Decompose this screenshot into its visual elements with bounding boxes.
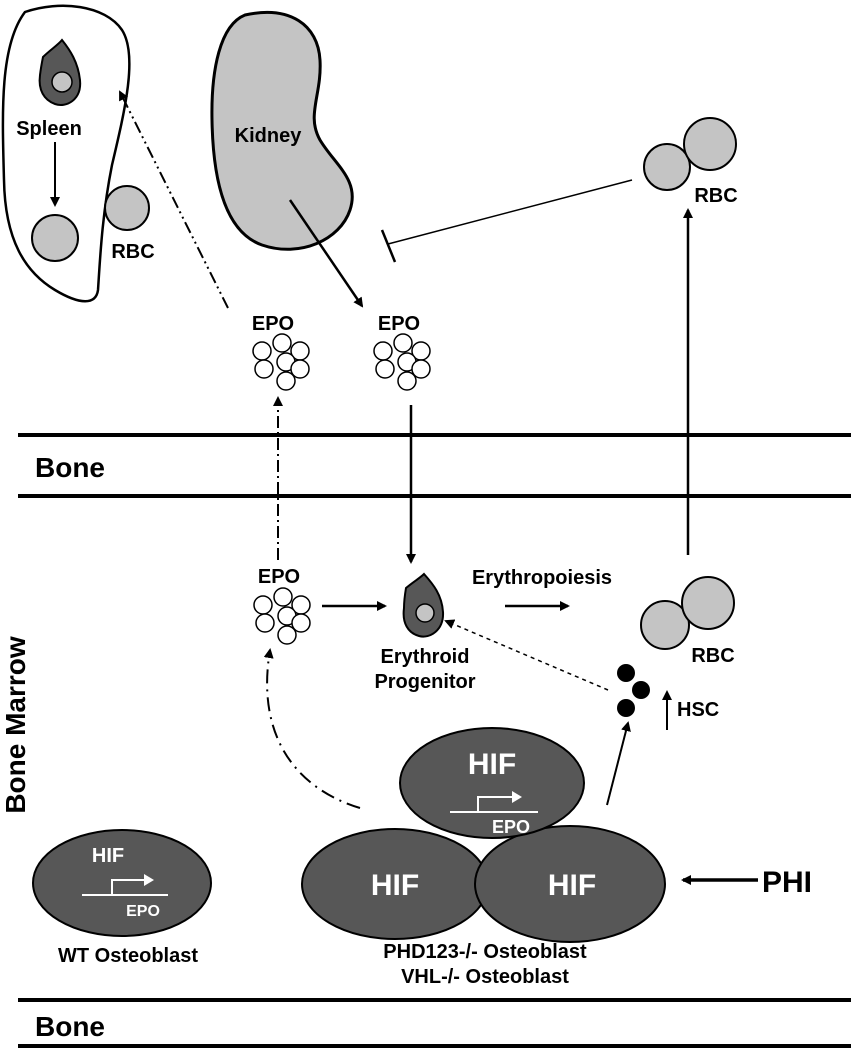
hsc-cell-3: [617, 699, 635, 717]
kidney-organ: [210, 10, 354, 251]
hif-right-label: HIF: [548, 869, 596, 902]
bone-marrow-label: Bone Marrow: [0, 636, 31, 814]
spleen-rbc-1: [31, 214, 79, 262]
phi-label: PHI: [762, 866, 812, 899]
marrow-rbc-1: [640, 600, 690, 650]
hsc-label: HSC: [677, 699, 719, 721]
epo-to-spleen-arrow: [119, 90, 229, 309]
marrow-rbc-2: [681, 576, 735, 630]
hif-to-marrow-epo-arrow: [263, 648, 361, 809]
hsc-cell-1: [617, 664, 635, 682]
epo-kidney-cluster: [373, 333, 431, 391]
kidney-to-epo-arrow: [288, 199, 364, 308]
epo-left-label: EPO: [252, 313, 294, 335]
mutant-osteoblast-label-line2: VHL-/- Osteoblast: [401, 966, 569, 988]
rbc-feedback-inhibition: [387, 179, 633, 245]
bone-top-label: Bone: [35, 452, 105, 483]
wt-hif-cell: [32, 829, 212, 937]
epo-gene-promoter-wt: [82, 874, 168, 896]
erythroid-label-line2: Progenitor: [374, 671, 475, 693]
mutant-osteoblast-label-line1: PHD123-/- Osteoblast: [383, 941, 587, 963]
spleen-progenitor-nucleus: [51, 71, 73, 93]
hsc-cell-2: [632, 681, 650, 699]
wt-osteoblast-label: WT Osteoblast: [58, 945, 198, 967]
epo-marrow-cluster: [253, 587, 311, 645]
epo-gene-wt-label: EPO: [126, 903, 160, 920]
hif-top-cell: [399, 727, 585, 839]
hsc-to-progenitor-arrow: [444, 619, 609, 691]
spleen-label: Spleen: [16, 118, 82, 140]
marrow-rbc-label: RBC: [691, 645, 734, 667]
epo-marrow-label: EPO: [258, 566, 300, 588]
hif-wt-label: HIF: [92, 845, 124, 867]
epo-left-cluster: [252, 333, 310, 391]
hif-left-label: HIF: [371, 869, 419, 902]
hif-top-label: HIF: [468, 748, 516, 781]
erythropoiesis-label: Erythropoiesis: [472, 567, 612, 589]
inhibition-bar: [380, 229, 397, 263]
hif-right-cell: [474, 825, 666, 943]
kidney-label: Kidney: [235, 125, 303, 147]
top-rbc-2: [683, 117, 737, 171]
erythroid-label-line1: Erythroid: [381, 646, 470, 668]
epo-kidney-label: EPO: [378, 313, 420, 335]
top-rbc-1: [643, 143, 691, 191]
bone-bottom-label: Bone: [35, 1011, 105, 1042]
spleen-rbc-label: RBC: [111, 241, 154, 263]
epo-gene-promoter-top: [450, 791, 538, 813]
hif-to-hsc-arrow: [606, 721, 631, 806]
spleen-rbc-2: [104, 185, 150, 231]
top-rbc-label: RBC: [694, 185, 737, 207]
epo-gene-top-label: EPO: [492, 817, 530, 837]
erythroid-progenitor-nucleus: [415, 603, 435, 623]
